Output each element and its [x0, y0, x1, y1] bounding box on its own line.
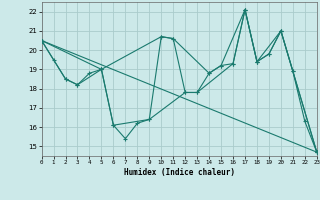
X-axis label: Humidex (Indice chaleur): Humidex (Indice chaleur): [124, 168, 235, 177]
